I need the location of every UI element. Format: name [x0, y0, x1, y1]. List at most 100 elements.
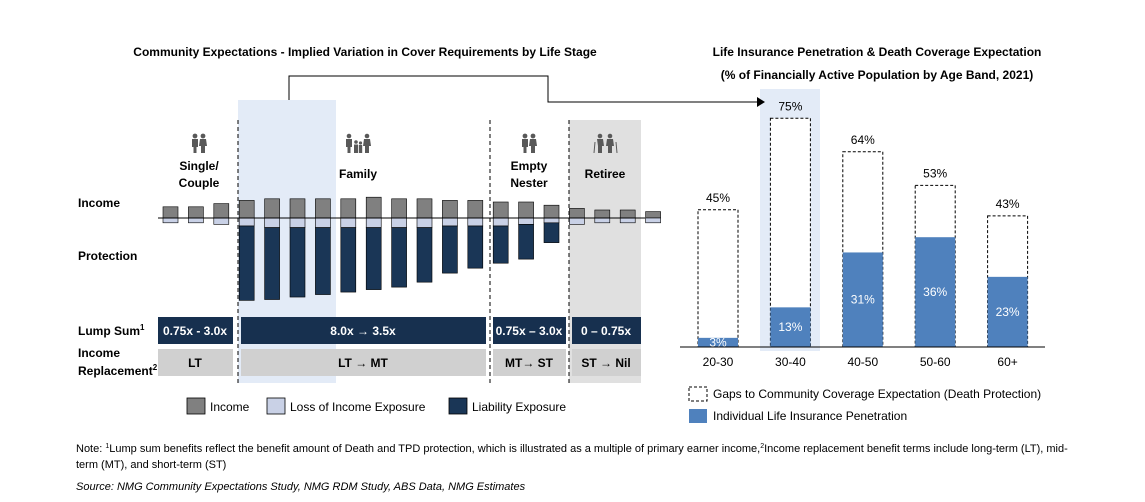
row-label-protection: Protection: [78, 249, 137, 263]
legend-label-income: Income: [210, 400, 250, 414]
legend-swatch-loss-of-income: [266, 397, 286, 415]
loss-of-income-bar: [162, 217, 179, 224]
lump-sum-value-retiree: 0 – 0.75x: [581, 324, 631, 338]
svg-text:Couple: Couple: [179, 176, 220, 190]
legend-label-loss-of-income: Loss of Income Exposure: [290, 400, 426, 414]
liability-bar: [238, 225, 255, 301]
loss-of-income-bar: [289, 217, 306, 228]
income-bar: [594, 209, 611, 219]
total-value-label: 45%: [706, 191, 730, 205]
income-bar: [467, 200, 484, 219]
income-repl-value-empty-nester: MT→ ST: [505, 356, 554, 370]
liability-bar: [315, 227, 331, 295]
legend-label-gap: Gaps to Community Coverage Expectation (…: [713, 387, 1041, 401]
loss-of-income-bar: [188, 217, 204, 224]
right-chart-subtitle: (% of Financially Active Population by A…: [721, 68, 1034, 82]
stage-label-retiree: Retiree: [585, 167, 626, 181]
lump-sum-bar-retiree: [572, 317, 641, 344]
footnote: Note: 1Lump sum benefits reflect the ben…: [76, 443, 1068, 471]
income-bar: [340, 198, 357, 219]
legend-label-penetration: Individual Life Insurance Penetration: [713, 409, 907, 423]
lump-sum-value-empty-nester: 0.75x – 3.0x: [496, 324, 563, 338]
income-bar: [619, 209, 636, 219]
income-bar: [492, 201, 509, 219]
total-value-label: 64%: [851, 133, 875, 147]
income-bar: [416, 198, 433, 219]
penetration-bar: [915, 237, 956, 347]
liability-bar: [543, 222, 560, 243]
stage-label-family: Family: [339, 167, 377, 181]
family-icon: [346, 133, 371, 153]
row-label-income-replacement-1: Income: [78, 346, 120, 360]
income-bar: [391, 198, 407, 219]
income-bar: [213, 203, 230, 219]
loss-of-income-bar: [619, 217, 636, 224]
penetration-bar: [842, 252, 883, 347]
income-bar: [162, 206, 179, 219]
loss-of-income-bar: [645, 217, 661, 224]
liability-bar: [492, 225, 509, 264]
liability-bar: [264, 227, 280, 300]
liability-bar: [340, 227, 357, 293]
source-line: Source: NMG Community Expectations Study…: [76, 481, 526, 493]
penetration-value-label: 3%: [709, 335, 727, 349]
lump-sum-bar-family: [241, 317, 486, 344]
legend-label-liability: Liability Exposure: [472, 400, 566, 414]
income-bar: [188, 206, 204, 219]
lump-sum-bar-empty-nester: [493, 317, 566, 344]
income-bar: [238, 200, 255, 219]
penetration-value-label: 13%: [778, 320, 802, 334]
category-tick-label: 30-40: [775, 355, 806, 369]
penetration-value-label: 31%: [851, 293, 875, 307]
category-tick-label: 40-50: [847, 355, 878, 369]
income-bar: [569, 208, 585, 219]
income-bar: [315, 198, 331, 219]
penetration-value-label: 36%: [923, 285, 947, 299]
connector-arrowhead: [757, 97, 765, 107]
row-label-lump-sum: Lump Sum1: [78, 323, 145, 338]
loss-of-income-bar: [391, 217, 407, 228]
loss-of-income-bar: [442, 217, 458, 227]
loss-of-income-bar: [340, 217, 357, 228]
income-bar: [442, 200, 458, 219]
left-bars-group: [162, 196, 661, 301]
income-repl-value-retiree: ST → Nil: [581, 356, 630, 370]
lump-sum-value-family: 8.0x → 3.5x: [330, 324, 396, 338]
loss-of-income-bar: [365, 217, 382, 228]
right-bars-group: 45% 3% 20-30 75% 13% 30-40 64% 31% 40-50 53% 36% 50…: [697, 99, 1029, 369]
income-bar: [365, 196, 382, 219]
category-tick-label: 60+: [997, 355, 1017, 369]
liability-bar: [365, 227, 382, 290]
left-chart-title: Community Expectations - Implied Variati…: [133, 45, 597, 59]
loss-of-income-bar: [213, 217, 230, 225]
total-value-label: 75%: [778, 99, 802, 113]
lump-sum-bar-single: [158, 317, 233, 344]
elderly-couple-icon: [593, 133, 618, 154]
svg-text:Single/: Single/: [179, 159, 219, 173]
legend-swatch-liability: [448, 397, 468, 415]
penetration-value-label: 23%: [996, 305, 1020, 319]
coverage-gap-bar: [697, 209, 739, 348]
loss-of-income-bar: [518, 217, 534, 225]
penetration-bar: [770, 307, 811, 347]
category-tick-label: 50-60: [920, 355, 951, 369]
connector-arrow-line: [288, 75, 757, 103]
loss-of-income-bar: [569, 217, 585, 225]
legend-swatch-income: [186, 397, 206, 415]
legend-swatch-gap: [688, 386, 708, 402]
liability-bar: [518, 224, 534, 260]
liability-bar: [289, 227, 306, 298]
income-repl-bar-family: [241, 349, 486, 376]
income-repl-bar-retiree: [572, 349, 641, 376]
svg-text:Empty: Empty: [511, 159, 548, 173]
penetration-bar: [987, 276, 1028, 347]
income-repl-value-single: LT: [188, 356, 202, 370]
couple-icon: [522, 133, 537, 153]
loss-of-income-bar: [543, 217, 560, 224]
income-bar: [543, 204, 560, 219]
total-value-label: 53%: [923, 166, 947, 180]
couple-icon: [192, 133, 207, 153]
loss-of-income-bar: [594, 217, 611, 224]
loss-of-income-bar: [264, 217, 280, 228]
